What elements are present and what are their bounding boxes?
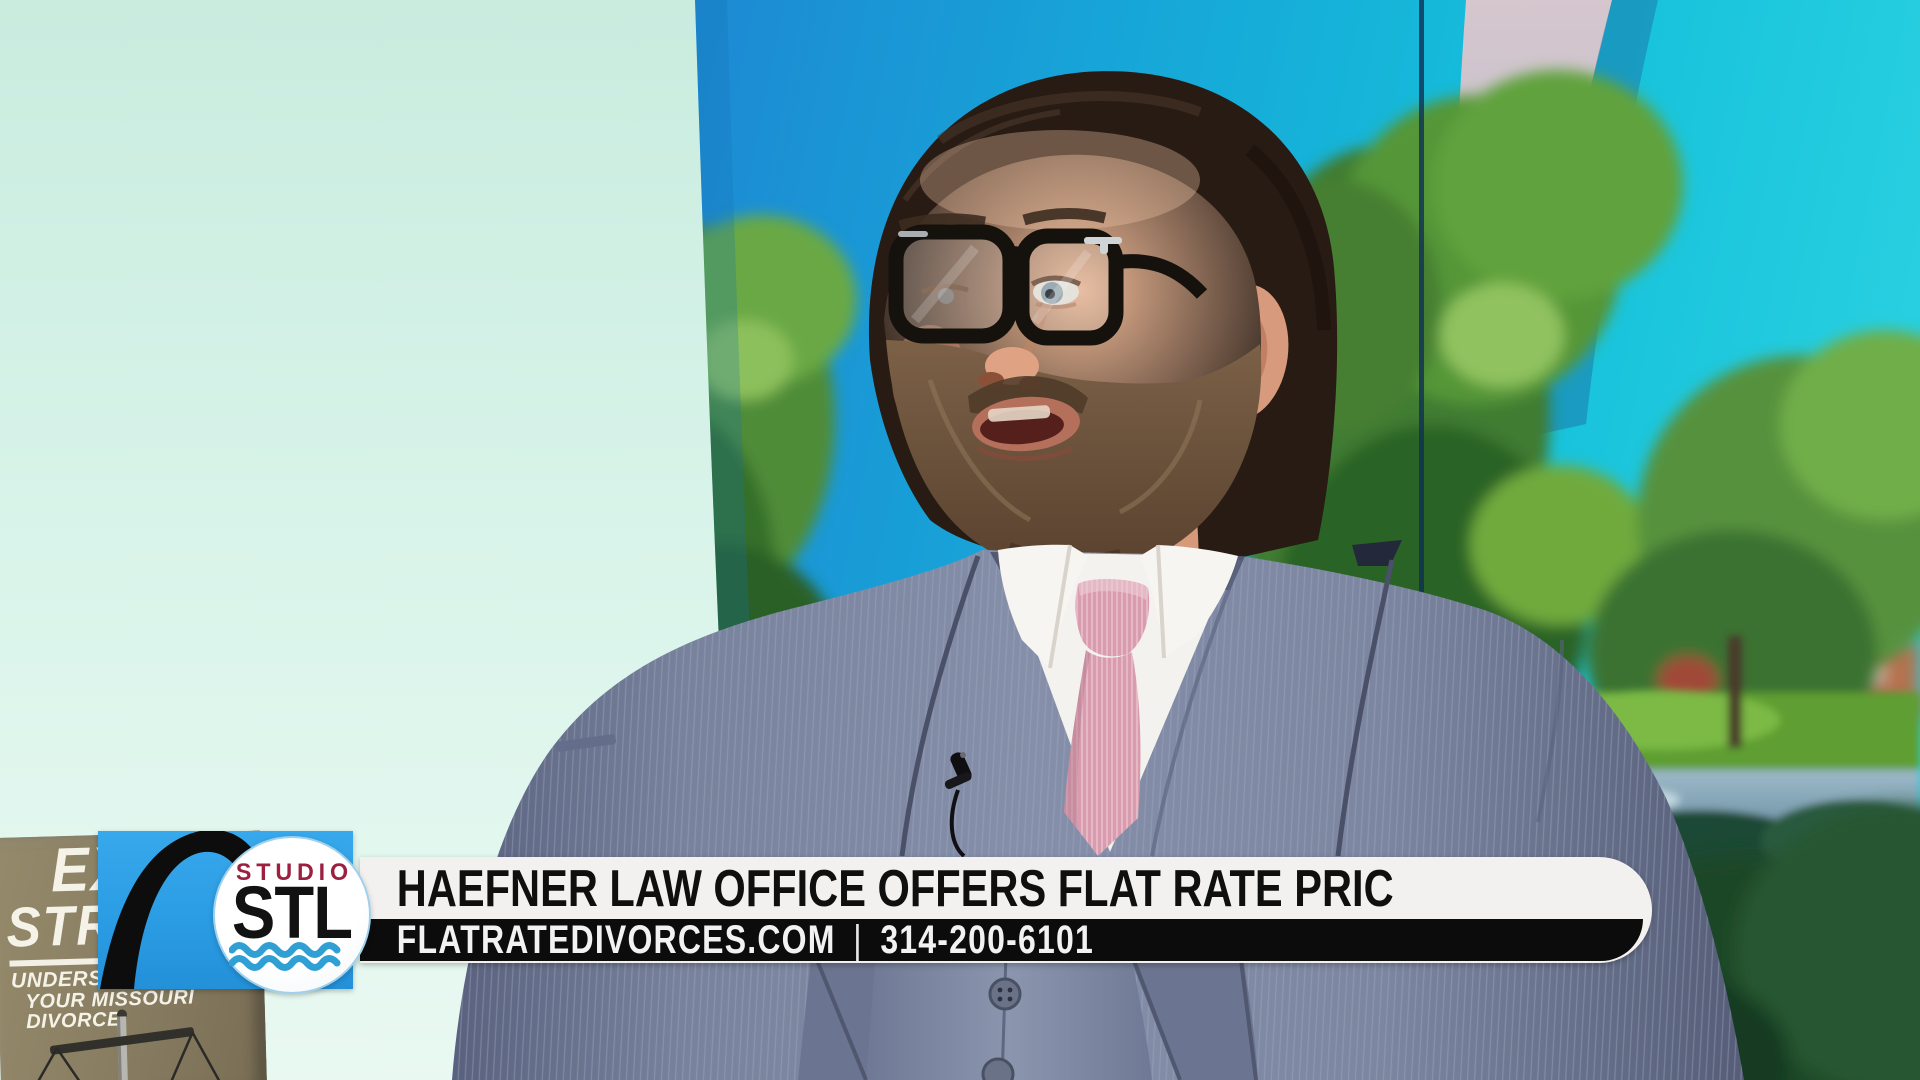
lower-third-separator: | bbox=[853, 919, 863, 961]
logo-studio-text: STUDIO bbox=[235, 859, 353, 886]
glasses bbox=[888, 224, 1208, 346]
guest-mouth bbox=[968, 376, 1088, 461]
studio-stl-logo-badge: STUDIO STL bbox=[213, 836, 371, 994]
guest-eyes bbox=[898, 208, 1107, 309]
scales-of-justice-icon bbox=[28, 1009, 227, 1080]
lower-third-banner: HAEFNER LAW OFFICE OFFERS FLAT RATE PRIC… bbox=[360, 857, 1652, 963]
lower-third-phone: 314-200-6101 bbox=[880, 919, 1094, 961]
video-wall-seam bbox=[1419, 0, 1424, 634]
guest-person bbox=[452, 71, 1744, 1080]
book-poster: EX STR UNDERSTAN YOUR MISSOURI DIVORCE bbox=[0, 830, 268, 1080]
logo-stl-text: STL bbox=[231, 871, 353, 954]
guest-vest bbox=[798, 947, 1258, 1080]
water-waves-icon bbox=[228, 942, 341, 971]
guest-tie bbox=[1064, 579, 1150, 856]
logo-arch-icon bbox=[100, 831, 274, 989]
lower-third-contact-bar: FLATRATEDIVORCES.COM | 314-200-6101 bbox=[360, 919, 1643, 961]
lapel-mic bbox=[944, 752, 972, 858]
lower-third-headline: HAEFNER LAW OFFICE OFFERS FLAT RATE PRIC… bbox=[396, 860, 1394, 918]
lower-third-website: FLATRATEDIVORCES.COM bbox=[396, 919, 836, 961]
poster-divider bbox=[9, 957, 108, 967]
